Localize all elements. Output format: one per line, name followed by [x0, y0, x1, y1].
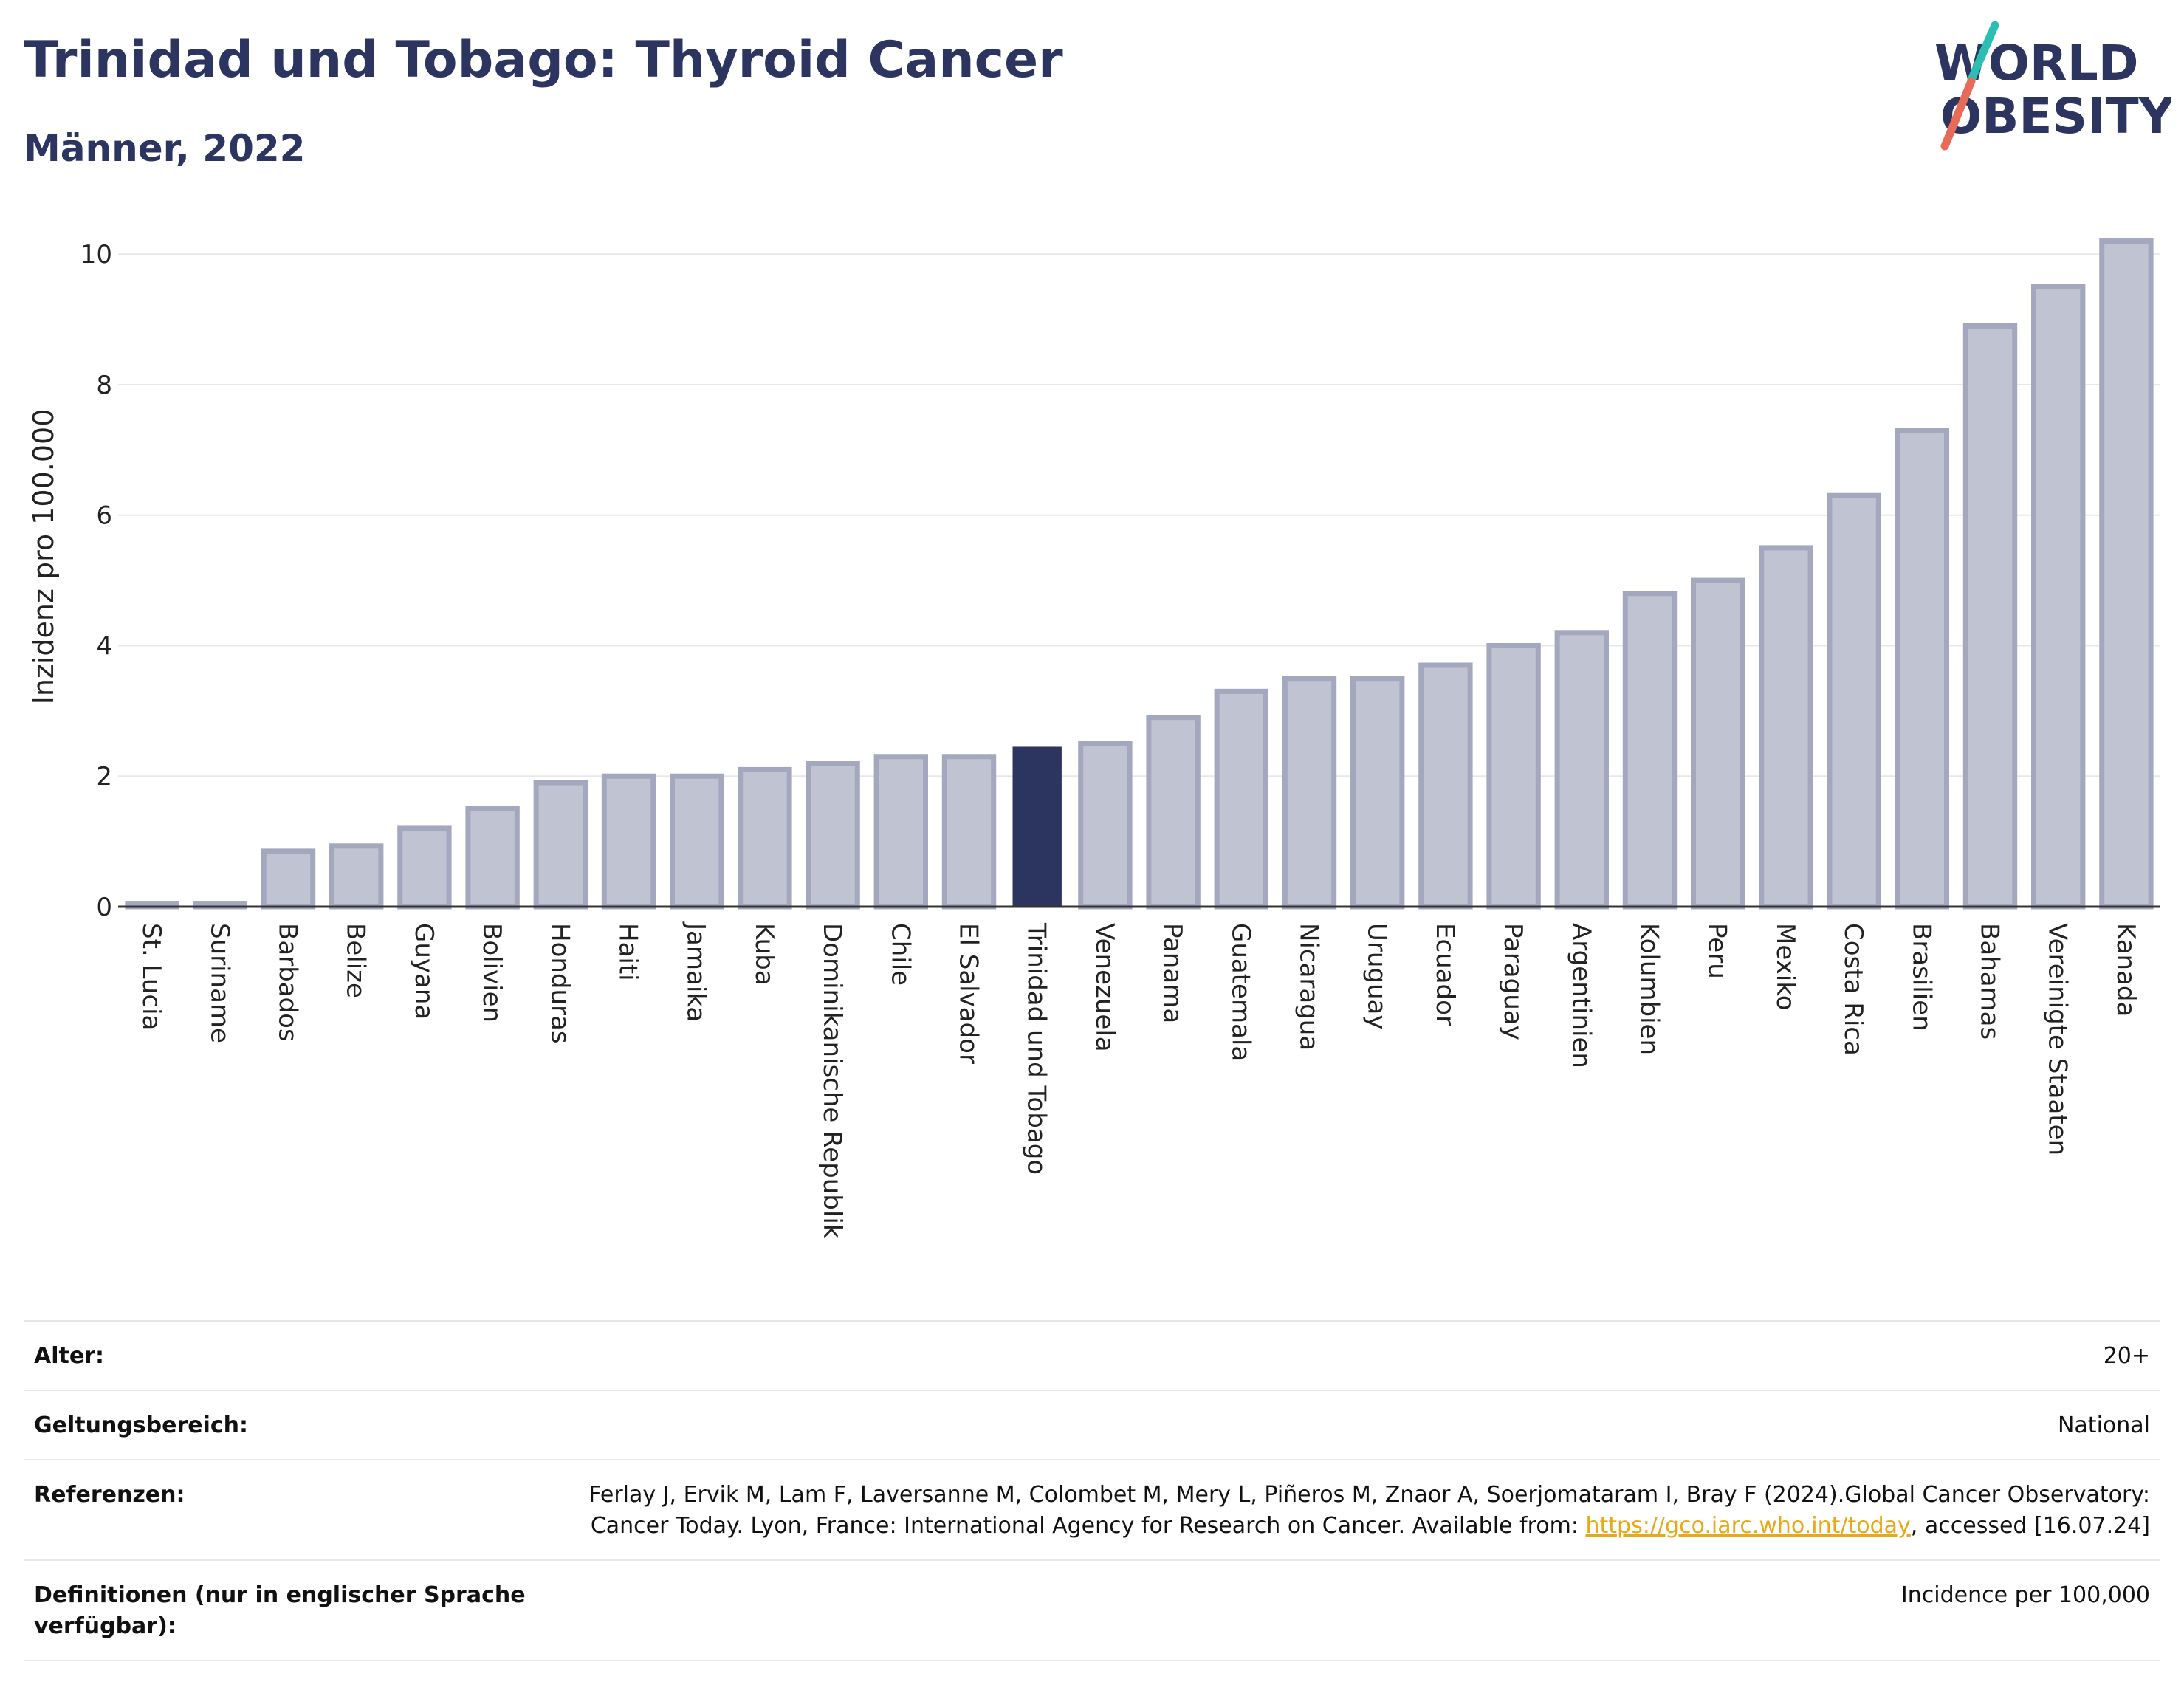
x-tick-label: Panama — [1158, 923, 1187, 1023]
x-tick-label: Jamaika — [681, 921, 711, 1022]
footer-value-references: Ferlay J, Ervik M, Lam F, Laversanne M, … — [566, 1480, 2150, 1542]
bar-argentinien — [1554, 630, 1609, 910]
bar-kuba — [738, 766, 792, 910]
bar-panama — [1146, 715, 1201, 910]
bar-belize — [329, 843, 384, 910]
bars — [125, 238, 2154, 910]
bar-paraguay — [1486, 642, 1541, 910]
chart-title: Trinidad und Tobago: Thyroid Cancer — [24, 31, 1063, 89]
bar-chart: 0 2 4 6 8 10 St. Lucia Suriname Barbados Belize G… — [27, 238, 2160, 1239]
bar-brasilien — [1895, 428, 1949, 910]
bar-honduras — [533, 780, 588, 910]
chart-footer: Alter: 20+ Geltungsbereich: National Ref… — [24, 1320, 2160, 1661]
footer-value-definitions: Incidence per 100,000 — [1900, 1582, 2150, 1608]
footer-value-scope: National — [2057, 1412, 2150, 1438]
x-tick-label: Kanada — [2111, 923, 2140, 1017]
x-axis-labels: St. Lucia Suriname Barbados Belize Guyana Bol… — [137, 921, 2140, 1239]
bar-mexiko — [1759, 545, 1813, 910]
bar-vereinigte-staaten — [2031, 284, 2086, 910]
x-tick-label: Venezuela — [1090, 923, 1119, 1052]
logo-line2: OBESITY — [1940, 88, 2171, 145]
world-obesity-logo: WORLD OBESITY — [1934, 21, 2171, 151]
x-tick-label: Haiti — [614, 923, 643, 981]
y-tick-label: 2 — [96, 762, 112, 792]
bar-jamaika — [670, 773, 724, 910]
footer-label-references: Referenzen: — [34, 1482, 185, 1508]
footer-row-definitions: Definitionen (nur in englischer Sprache … — [24, 1559, 2160, 1661]
x-tick-label: Belize — [341, 923, 371, 998]
bar-kolumbien — [1622, 591, 1678, 910]
x-tick-label: Brasilien — [1906, 923, 1936, 1031]
footer-row-age: Alter: 20+ — [24, 1320, 2160, 1390]
footer-value-age: 20+ — [2103, 1343, 2150, 1369]
bar-nicaragua — [1282, 676, 1337, 910]
y-tick-label: 4 — [96, 631, 112, 661]
footer-label-definitions: Definitionen (nur in englischer Sprache … — [34, 1582, 526, 1639]
bar-kanada — [2099, 238, 2154, 910]
x-tick-label: Bahamas — [1975, 923, 2005, 1040]
x-tick-label: Suriname — [205, 923, 234, 1043]
x-tick-label: Uruguay — [1362, 923, 1392, 1030]
x-tick-label: Bolivien — [477, 923, 506, 1023]
bar-haiti — [601, 773, 656, 910]
reference-accessed: , accessed [16.07.24] — [1910, 1513, 2150, 1539]
logo-slash-bottom — [1940, 77, 1976, 151]
x-tick-label: Chile — [885, 923, 915, 986]
y-axis-ticks: 0 2 4 6 8 10 — [80, 240, 112, 922]
reference-link[interactable]: https://gco.iarc.who.int/today — [1585, 1513, 1911, 1539]
bar-guatemala — [1214, 688, 1268, 910]
x-tick-label: Honduras — [545, 923, 574, 1044]
y-tick-label: 6 — [96, 501, 112, 531]
x-tick-label: Kolumbien — [1635, 923, 1664, 1055]
x-tick-label: Kuba — [749, 923, 779, 986]
y-tick-label: 0 — [96, 893, 112, 922]
x-tick-label: Trinidad und Tobago — [1022, 922, 1051, 1175]
footer-row-references: Referenzen: Ferlay J, Ervik M, Lam F, La… — [24, 1459, 2160, 1559]
chart-subtitle: Männer, 2022 — [24, 127, 306, 170]
x-tick-label: Barbados — [273, 923, 303, 1042]
footer-label-age: Alter: — [34, 1343, 104, 1369]
x-tick-label: Peru — [1703, 923, 1732, 979]
bar-venezuela — [1078, 741, 1133, 910]
footer-label-scope: Geltungsbereich: — [34, 1412, 249, 1438]
bar-el-salvador — [941, 754, 997, 910]
footer-row-scope: Geltungsbereich: National — [24, 1390, 2160, 1459]
x-tick-label: Guyana — [409, 923, 439, 1020]
bar-guyana — [397, 825, 452, 910]
x-tick-label: Mexiko — [1771, 923, 1800, 1011]
reference-text: Ferlay J, Ervik M, Lam F, Laversanne M, … — [588, 1482, 2150, 1539]
bar-bahamas — [1962, 323, 2018, 910]
bar-uruguay — [1350, 676, 1405, 910]
x-tick-label: St. Lucia — [137, 923, 166, 1030]
x-tick-label: El Salvador — [954, 923, 983, 1064]
y-tick-label: 10 — [80, 240, 112, 269]
y-tick-label: 8 — [96, 371, 112, 400]
bar-bolivien — [465, 806, 520, 910]
x-tick-label: Nicaragua — [1294, 923, 1324, 1051]
bar-trinidad-und-tobago — [1012, 746, 1062, 907]
x-tick-label: Argentinien — [1566, 923, 1596, 1068]
bar-costa-rica — [1827, 492, 1881, 910]
x-tick-label: Guatemala — [1226, 923, 1255, 1061]
x-tick-label: Costa Rica — [1838, 923, 1868, 1056]
logo-slash-top — [1967, 21, 1999, 84]
bar-ecuador — [1418, 662, 1473, 910]
y-axis-label: Inzidenz pro 100.000 — [27, 409, 60, 705]
x-tick-label: Paraguay — [1498, 923, 1528, 1040]
bar-peru — [1691, 577, 1745, 910]
x-tick-label: Dominikanische Republik — [817, 923, 847, 1239]
x-tick-label: Vereinigte Staaten — [2043, 923, 2073, 1156]
bar-barbados — [261, 848, 316, 910]
bar-dominikanische-republik — [806, 761, 860, 910]
bar-chile — [873, 754, 928, 910]
x-tick-label: Ecuador — [1430, 923, 1460, 1026]
